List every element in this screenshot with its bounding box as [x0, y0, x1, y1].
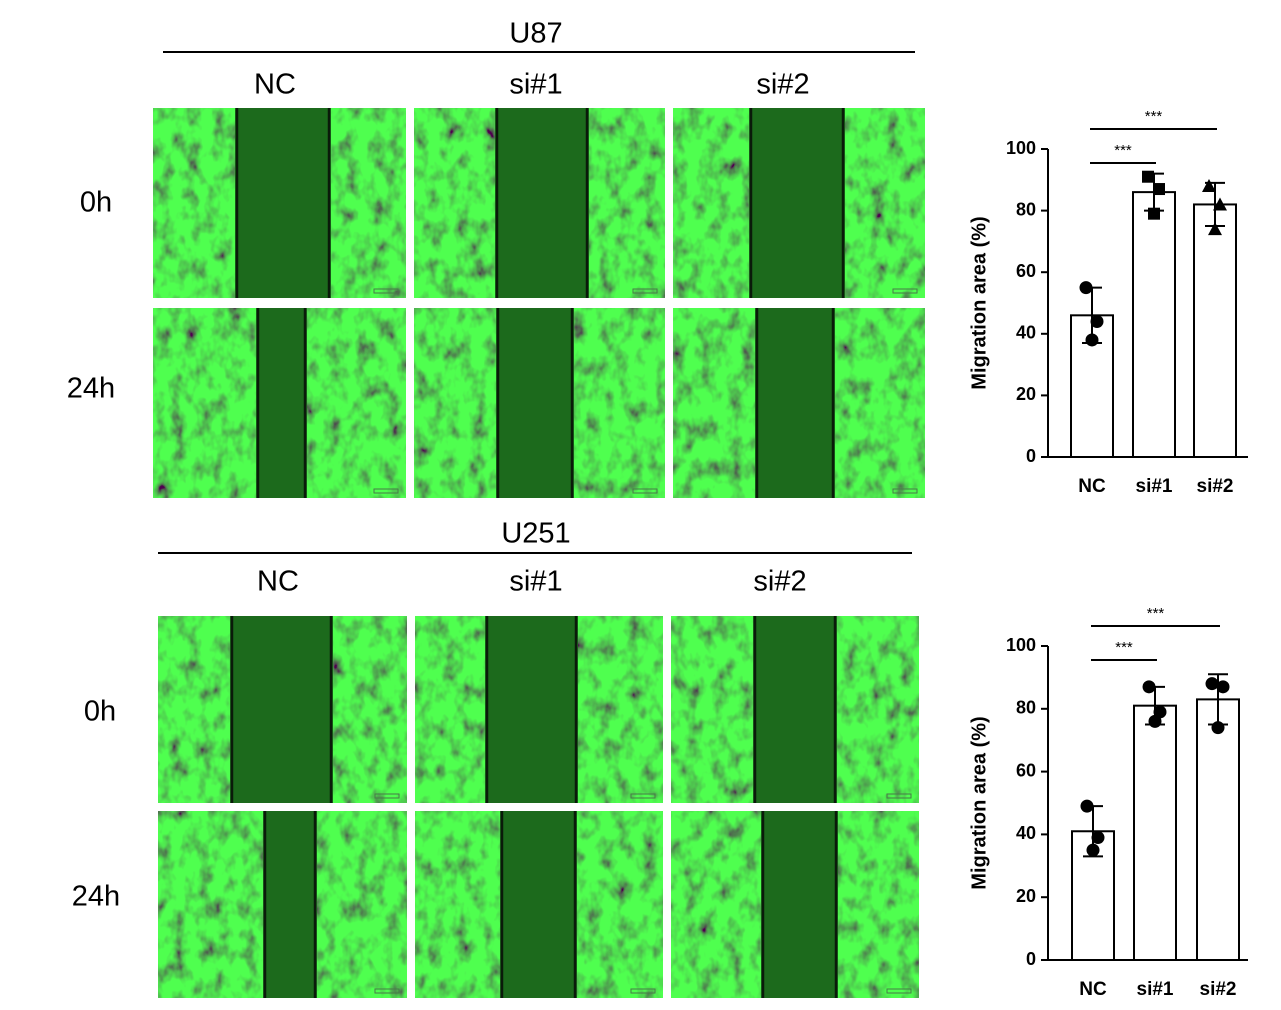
cell-area [153, 108, 235, 298]
cell-area [589, 108, 665, 298]
column-label: si#2 [756, 69, 809, 101]
y-tick-label: 60 [1016, 261, 1036, 281]
x-tick-label: si#1 [1136, 476, 1173, 497]
y-tick-label: 20 [1016, 886, 1036, 906]
cell-area [158, 616, 230, 803]
y-tick-label: 40 [1016, 323, 1036, 343]
column-label: NC [257, 566, 299, 598]
scale-bar [374, 988, 400, 994]
scale-bar [632, 288, 658, 294]
cell-area [307, 308, 406, 498]
cell-area [578, 616, 663, 803]
row-label: 0h [84, 696, 116, 728]
y-tick-label: 100 [1006, 138, 1036, 158]
data-point [1148, 714, 1162, 728]
data-point [1202, 178, 1216, 192]
y-tick-label: 0 [1026, 949, 1036, 969]
scale-bar [373, 488, 399, 494]
cell-area [673, 308, 755, 498]
cell-area [331, 108, 406, 298]
data-point [1153, 183, 1165, 196]
y-tick-label: 40 [1016, 823, 1036, 843]
data-point [1086, 843, 1100, 857]
bar [1132, 191, 1176, 458]
cell-area [414, 308, 496, 498]
cell-area [317, 811, 407, 998]
cell-area [835, 308, 925, 498]
y-tick-label: 100 [1006, 635, 1036, 655]
data-point [1079, 281, 1093, 295]
column-label: si#1 [509, 69, 562, 101]
scale-bar [630, 793, 656, 799]
significance-label: *** [1145, 108, 1163, 125]
column-label: si#1 [509, 566, 562, 598]
x-tick-label: NC [1079, 979, 1107, 1000]
x-tick-label: si#1 [1137, 979, 1174, 1000]
cell-area [838, 811, 919, 998]
row-label: 0h [80, 187, 112, 219]
significance-label: *** [1114, 142, 1132, 159]
data-point [1085, 333, 1099, 347]
cell-area [158, 811, 263, 998]
data-point [1142, 680, 1156, 694]
data-point [1213, 197, 1227, 211]
y-tick-label: 60 [1016, 760, 1036, 780]
column-label: NC [254, 69, 296, 101]
x-tick-label: si#2 [1200, 979, 1237, 1000]
data-point [1211, 721, 1225, 735]
x-tick-label: NC [1078, 476, 1106, 497]
scale-bar [632, 488, 658, 494]
scale-bar [892, 288, 918, 294]
column-label: si#2 [753, 566, 806, 598]
y-axis-label: Migration area (%) [968, 716, 990, 889]
y-axis-label: Migration area (%) [968, 216, 990, 389]
data-point [1091, 831, 1105, 845]
data-point [1148, 207, 1160, 220]
data-point [1208, 222, 1222, 236]
scale-bar [373, 288, 399, 294]
bar [1193, 203, 1237, 458]
significance-label: *** [1115, 639, 1133, 656]
cell-area [153, 308, 256, 498]
significance-label: *** [1147, 605, 1165, 622]
scale-bar [892, 488, 918, 494]
cell-area [671, 616, 753, 803]
cell-area [574, 308, 665, 498]
cell-area [837, 616, 919, 803]
cell-area [414, 108, 495, 298]
cell-area [673, 108, 749, 298]
y-tick-label: 80 [1016, 698, 1036, 718]
data-point [1090, 314, 1104, 328]
cell-area [333, 616, 407, 803]
x-tick-label: si#2 [1197, 476, 1234, 497]
row-label: 24h [72, 881, 120, 913]
cell-area [845, 108, 925, 298]
data-point [1205, 677, 1219, 691]
scale-bar [630, 988, 656, 994]
cell-area [415, 811, 500, 998]
scale-bar [374, 793, 400, 799]
cell-area [671, 811, 761, 998]
cell-line-label: U251 [501, 518, 570, 550]
cell-area [577, 811, 663, 998]
scale-bar [886, 793, 912, 799]
data-point [1080, 799, 1094, 813]
y-tick-label: 20 [1016, 384, 1036, 404]
y-tick-label: 0 [1026, 446, 1036, 466]
cell-area [415, 616, 485, 803]
data-point [1216, 680, 1230, 694]
y-tick-label: 80 [1016, 199, 1036, 219]
row-label: 24h [67, 373, 115, 405]
cell-line-label: U87 [509, 18, 562, 50]
scale-bar [886, 988, 912, 994]
bar [1133, 704, 1177, 961]
data-point [1142, 170, 1154, 183]
bar [1196, 698, 1240, 961]
